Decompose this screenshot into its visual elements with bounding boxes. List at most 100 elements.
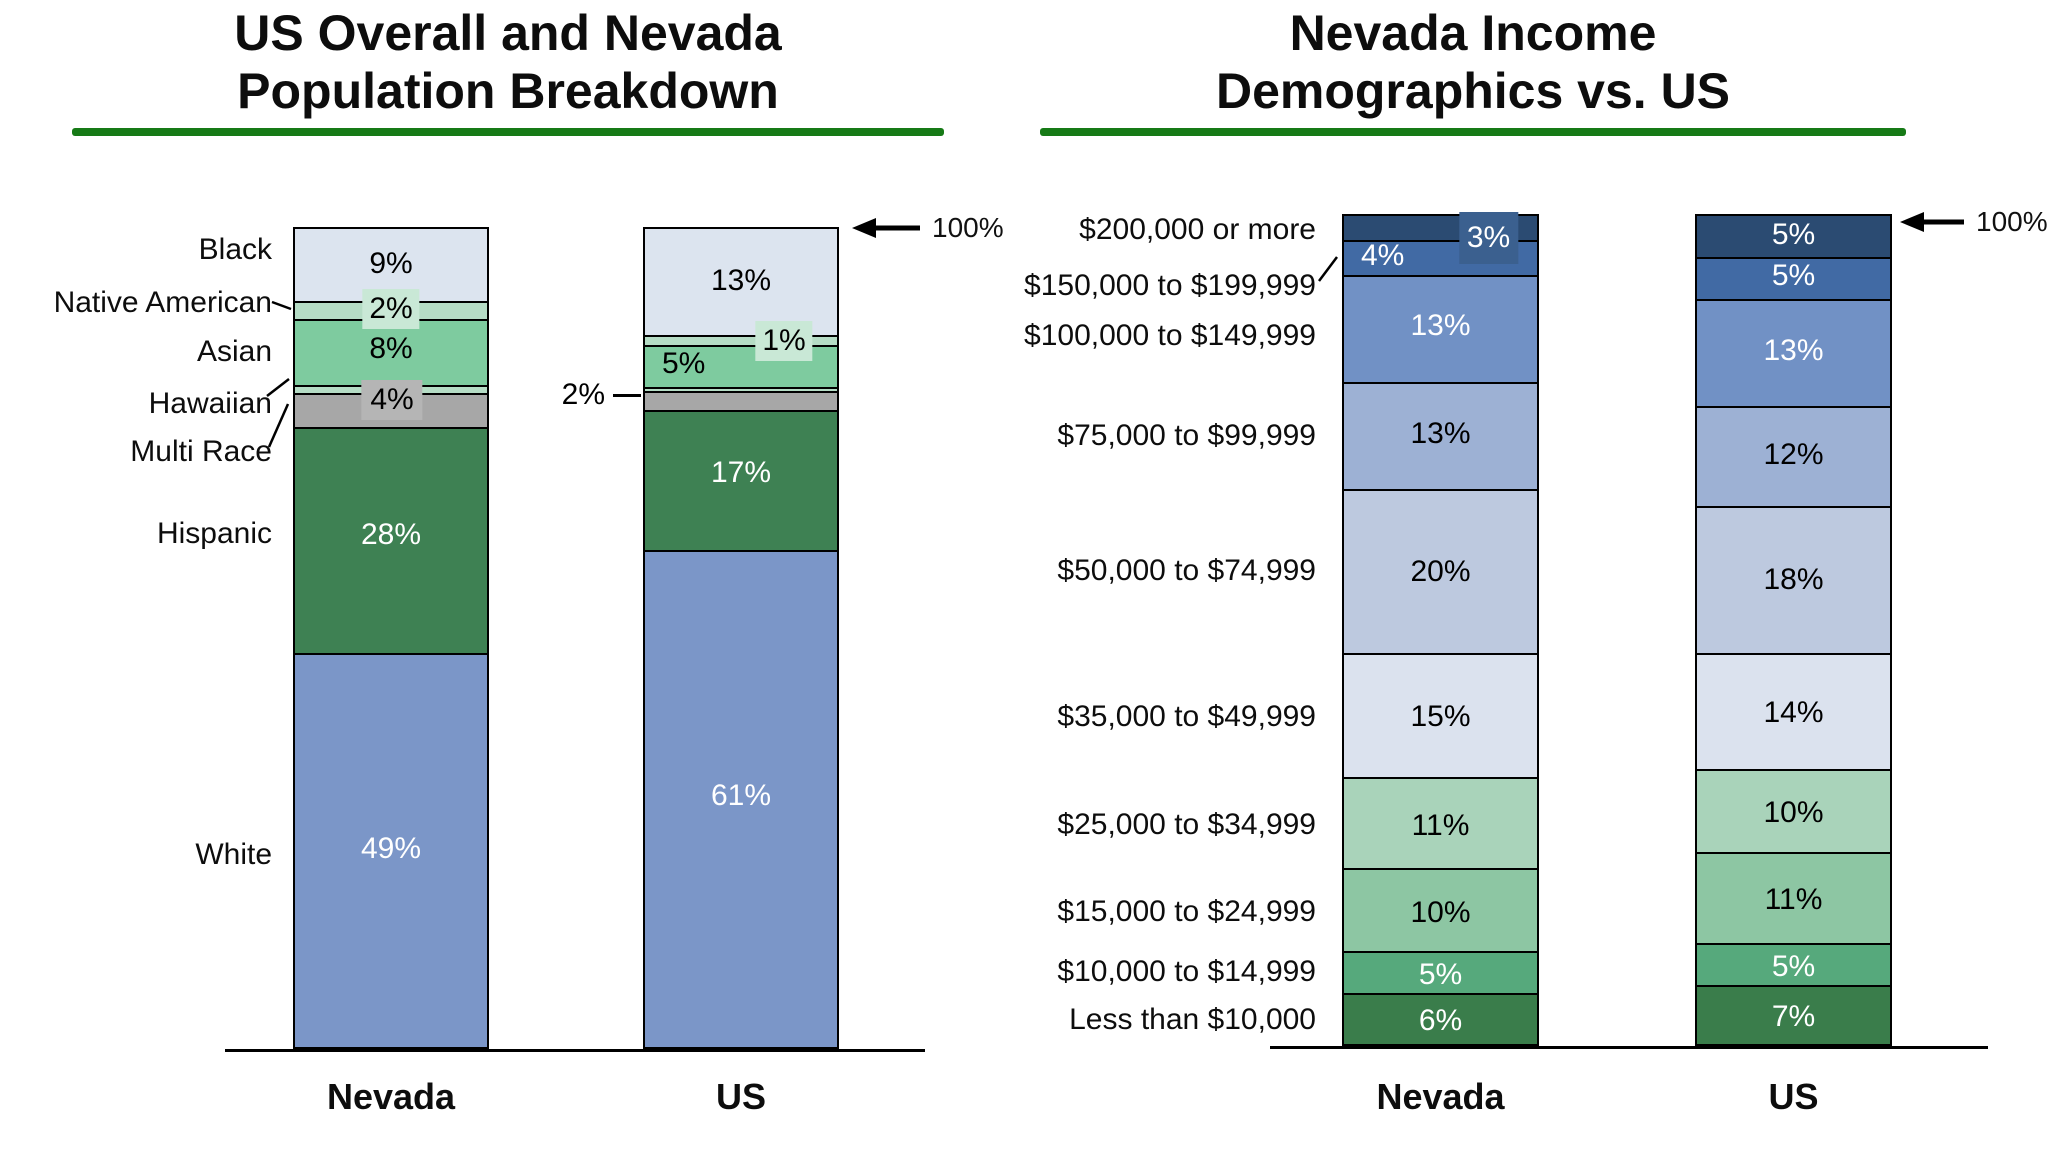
segment-white-nevada <box>295 654 487 1047</box>
value-label-150-000-to-199-999-us: 5% <box>1771 259 1816 293</box>
hundred-percent-arrow-shaft-income <box>1920 219 1964 225</box>
value-label-75-000-to-99-999-nevada: 13% <box>1410 417 1471 451</box>
value-label-asian-nevada: 8% <box>369 332 413 366</box>
value-label-50-000-to-74-999-us: 18% <box>1763 563 1824 597</box>
category-label-native-american: Native American <box>53 286 272 319</box>
segment-10-000-to-14-999-nevada <box>1344 952 1537 996</box>
category-label-less-than-10-000: Less than $10,000 <box>1069 1003 1316 1036</box>
value-label-black-nevada: 9% <box>369 246 413 280</box>
value-label-15-000-to-24-999-us: 11% <box>1764 883 1823 917</box>
value-chip-native-american-us: 1% <box>755 320 813 361</box>
segment-15-000-to-24-999-us <box>1697 853 1890 945</box>
segment-hispanic-nevada <box>295 428 487 655</box>
category-label-35-000-to-49-999: $35,000 to $49,999 <box>1057 700 1316 733</box>
income-chart-title: Nevada Income Demographics vs. US <box>1040 4 1906 120</box>
value-label-asian-us: 5% <box>662 346 706 380</box>
category-label-multi-race: Multi Race <box>130 435 272 468</box>
value-label-white-us: 61% <box>710 779 772 813</box>
population-title-underline <box>72 128 944 136</box>
category-label-150-000-to-199-999: $150,000 to $199,999 <box>1024 269 1316 302</box>
value-label-black-us: 13% <box>710 263 772 297</box>
hundred-percent-arrow-shaft-population <box>872 225 920 231</box>
value-label-200-000-or-more-us: 5% <box>1771 217 1816 251</box>
segment-less-than-10-000-nevada <box>1344 995 1537 1044</box>
population-chart-title-line1: US Overall and Nevada <box>234 5 782 61</box>
segment-less-than-10-000-us <box>1697 987 1890 1044</box>
hundred-percent-arrow-icon-income <box>1900 212 1924 232</box>
category-label-hawaiian: Hawaiian <box>148 387 272 420</box>
segment-100-000-to-149-999-us <box>1697 301 1890 409</box>
segment-100-000-to-149-999-nevada <box>1344 276 1537 384</box>
category-label-15-000-to-24-999: $15,000 to $24,999 <box>1057 895 1316 928</box>
leader-line <box>271 300 292 311</box>
segment-hispanic-us <box>645 411 837 552</box>
value-label-less-than-10-000-nevada: 6% <box>1418 1004 1463 1038</box>
bar-income-nevada <box>1342 214 1539 1046</box>
hundred-percent-label-income: 100% <box>1976 206 2048 237</box>
x-axis-label-income-nevada: Nevada <box>1376 1076 1505 1117</box>
income-chart-title-line2: Demographics vs. US <box>1215 63 1731 119</box>
population-chart-title-line2: Population Breakdown <box>237 63 779 119</box>
segment-35-000-to-49-999-nevada <box>1344 655 1537 779</box>
category-label-25-000-to-34-999: $25,000 to $34,999 <box>1057 808 1316 841</box>
category-label-50-000-to-74-999: $50,000 to $74,999 <box>1057 554 1316 587</box>
x-axis-label-population-nevada: Nevada <box>326 1076 456 1117</box>
value-label-100-000-to-149-999-nevada: 13% <box>1410 309 1471 343</box>
segment-200-000-or-more-us <box>1697 216 1890 259</box>
category-label-hispanic: Hispanic <box>156 517 272 550</box>
segment-50-000-to-74-999-nevada <box>1344 491 1537 656</box>
x-axis-line-income <box>1270 1046 1988 1049</box>
segment-native-american-us <box>645 336 837 347</box>
segment-25-000-to-34-999-nevada <box>1344 778 1537 870</box>
leader-line <box>1318 256 1338 282</box>
bar-income-us <box>1695 214 1892 1046</box>
value-label-10-000-to-14-999-us: 5% <box>1771 949 1816 983</box>
x-axis-label-income-us: US <box>1768 1076 1819 1117</box>
value-label-10-000-to-14-999-nevada: 5% <box>1418 958 1463 992</box>
category-label-asian: Asian <box>196 335 272 368</box>
value-label-less-than-10-000-us: 7% <box>1771 999 1816 1033</box>
segment-150-000-to-199-999-us <box>1697 258 1890 301</box>
value-label-50-000-to-74-999-nevada: 20% <box>1410 554 1471 588</box>
segment-75-000-to-99-999-us <box>1697 408 1890 508</box>
value-label-25-000-to-34-999-nevada: 11% <box>1411 808 1470 842</box>
segment-75-000-to-99-999-nevada <box>1344 384 1537 492</box>
value-chip-multi-race-nevada: 4% <box>361 380 423 421</box>
segment-50-000-to-74-999-us <box>1697 507 1890 656</box>
category-label-black: Black <box>198 233 272 266</box>
value-chip-200-000-or-more-nevada: 3% <box>1458 212 1519 265</box>
segment-15-000-to-24-999-nevada <box>1344 869 1537 953</box>
hundred-percent-label-population: 100% <box>932 212 1004 243</box>
hundred-percent-arrow-icon-population <box>852 218 876 238</box>
value-chip-native-american-nevada: 2% <box>362 288 420 329</box>
category-label-white: White <box>195 838 272 871</box>
category-label-75-000-to-99-999: $75,000 to $99,999 <box>1057 419 1316 452</box>
x-axis-line-population <box>225 1049 925 1052</box>
value-label-hispanic-nevada: 28% <box>360 517 422 551</box>
category-label-200-000-or-more: $200,000 or more <box>1079 213 1316 246</box>
value-label-white-nevada: 49% <box>360 832 422 865</box>
x-axis-label-population-us: US <box>715 1076 767 1117</box>
value-label-25-000-to-34-999-us: 10% <box>1763 796 1824 830</box>
segment-black-us <box>645 229 837 337</box>
segment-hawaiian-us <box>645 389 837 394</box>
population-chart-title: US Overall and Nevada Population Breakdo… <box>72 4 944 120</box>
value-label-35-000-to-49-999-nevada: 15% <box>1410 700 1471 734</box>
category-label-10-000-to-14-999: $10,000 to $14,999 <box>1057 955 1316 988</box>
segment-25-000-to-34-999-us <box>1697 770 1890 854</box>
category-label-100-000-to-149-999: $100,000 to $149,999 <box>1024 319 1316 352</box>
value-label-multi-race-us: 2% <box>561 377 605 411</box>
segment-asian-nevada <box>295 321 487 388</box>
income-title-underline <box>1040 128 1906 136</box>
value-label-15-000-to-24-999-nevada: 10% <box>1410 895 1471 929</box>
value-label-35-000-to-49-999-us: 14% <box>1763 696 1824 730</box>
value-label-hispanic-us: 17% <box>710 456 772 490</box>
value-leader-tick <box>613 393 641 397</box>
segment-white-us <box>645 551 837 1048</box>
income-chart-title-line1: Nevada Income <box>1289 5 1657 61</box>
segment-multi-race-us <box>645 393 837 412</box>
segment-35-000-to-49-999-us <box>1697 655 1890 771</box>
value-label-150-000-to-199-999-nevada: 4% <box>1361 238 1405 272</box>
value-label-75-000-to-99-999-us: 12% <box>1763 438 1824 472</box>
